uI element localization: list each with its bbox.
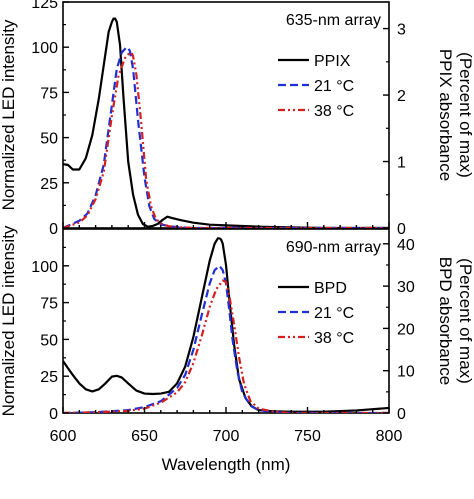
x-tick-label-2: 700 (213, 428, 240, 445)
y-left-tick-label-0-4: 100 (31, 40, 58, 57)
series-line-0-2 (63, 51, 389, 228)
y-right-tick-label-1-4: 40 (397, 237, 415, 254)
y-left-tick-label-1-4: 100 (31, 259, 58, 276)
y-right-title-1-1: (Percent of max) (456, 258, 474, 384)
y-right-tick-label-1-0: 0 (397, 406, 406, 423)
y-left-tick-label-1-0: 0 (49, 406, 58, 423)
legend-label-1-0: BPD (314, 280, 347, 297)
x-tick-label-3: 750 (294, 428, 321, 445)
x-tick-label-1: 650 (131, 428, 158, 445)
y-left-tick-label-0-2: 50 (40, 131, 58, 148)
series-line-1-1 (63, 264, 389, 413)
y-right-title-0-0: PPIX absorbance (436, 49, 455, 181)
y-right-title-1-0: BPD absorbance (436, 257, 455, 386)
x-tick-label-0: 600 (50, 428, 77, 445)
y-left-tick-label-1-3: 75 (40, 296, 58, 313)
legend-label-1-1: 21 °C (314, 305, 354, 322)
y-left-tick-label-1-2: 50 (40, 332, 58, 349)
y-left-title-1: Normalized LED intensity (0, 225, 18, 416)
legend-label-1-2: 38 °C (314, 330, 354, 347)
y-right-tick-label-1-1: 10 (397, 364, 415, 381)
y-right-tick-label-0-2: 2 (397, 88, 406, 105)
y-right-tick-label-1-2: 20 (397, 321, 415, 338)
y-left-tick-label-0-5: 125 (31, 0, 58, 12)
x-tick-label-4: 800 (376, 428, 403, 445)
y-left-tick-label-0-3: 75 (40, 85, 58, 102)
series-line-1-0 (63, 237, 389, 413)
y-left-tick-label-1-1: 25 (40, 369, 58, 386)
y-right-tick-label-0-3: 3 (397, 22, 406, 39)
series-line-1-2 (63, 279, 389, 413)
x-axis-title: Wavelength (nm) (162, 455, 291, 474)
series-line-0-0 (63, 17, 389, 228)
legend-label-0-0: PPIX (314, 53, 351, 70)
panel-title-1: 690-nm array (286, 239, 381, 256)
y-right-tick-label-0-0: 0 (397, 221, 406, 238)
y-left-tick-label-0-0: 0 (49, 221, 58, 238)
y-right-tick-label-0-1: 1 (397, 155, 406, 172)
y-left-title-0: Normalized LED intensity (0, 19, 18, 210)
panel-title-0: 635-nm array (286, 12, 381, 29)
y-right-title-0-1: (Percent of max) (456, 52, 474, 178)
y-left-tick-label-0-1: 25 (40, 176, 58, 193)
y-right-tick-label-1-3: 30 (397, 279, 415, 296)
legend-label-0-1: 21 °C (314, 78, 354, 95)
series-line-0-1 (63, 46, 389, 228)
legend-label-0-2: 38 °C (314, 103, 354, 120)
